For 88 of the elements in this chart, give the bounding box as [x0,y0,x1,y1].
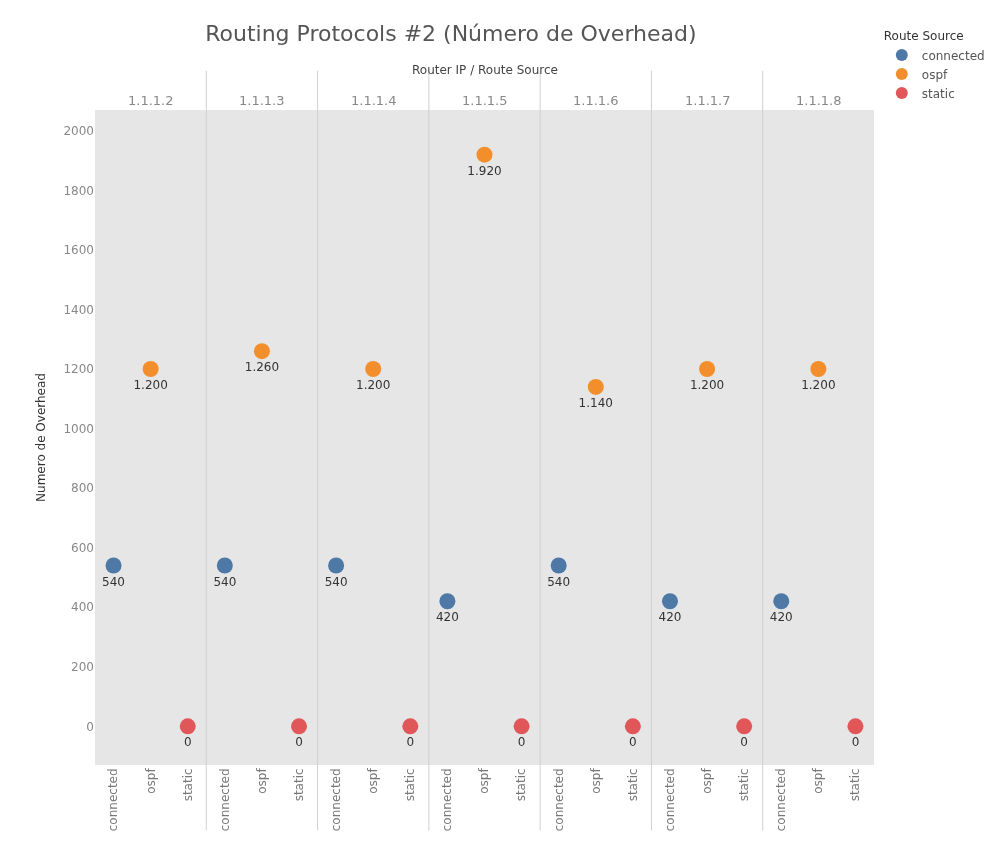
x-tick-label: static [291,768,306,802]
point [513,718,530,735]
data-label: 540 [324,574,348,589]
data-label: 1.200 [356,378,391,393]
y-tick-label: 1200 [63,362,94,377]
point [624,718,641,735]
point [365,361,382,378]
data-label: 1.920 [467,163,502,178]
text: 1.1.1.7 [685,93,731,108]
x-tick-label: ospf [143,767,158,794]
text: 1.1.1.5 [462,93,508,108]
x-tick-label: static [625,768,640,802]
y-tick-label: 1400 [63,302,94,317]
point [550,557,567,574]
x-axis-title: Router IP / Route Source [412,63,558,77]
data-label: 0 [629,735,637,750]
point [179,718,196,735]
text: 1.1.1.2 [128,93,174,108]
point [810,361,827,378]
data-label: 1.140 [578,395,613,410]
point [476,146,493,163]
x-tick-label: connected [217,768,232,832]
point [142,361,159,378]
data-label: 420 [435,610,459,625]
legend-label: static [921,86,955,101]
y-axis-title: Numero de Overhead [33,373,48,502]
point [847,718,864,735]
y-tick-label: 0 [86,719,94,734]
x-tick-label: static [514,768,529,802]
point [661,593,678,610]
text: 1.1.1.6 [573,93,619,108]
y-tick-label: 2000 [63,124,94,139]
point [328,557,345,574]
data-label: 540 [102,574,125,589]
y-tick-label: 1800 [63,183,94,198]
x-tick-label: ospf [477,767,492,794]
x-tick-label: ospf [699,767,714,794]
legend-label: connected [921,48,985,63]
x-tick-label: static [403,768,418,802]
data-label: 540 [213,574,237,589]
y-tick-label: 400 [71,600,94,615]
x-tick-label: static [848,768,863,802]
point [699,361,716,378]
data-label: 0 [183,735,192,750]
x-tick-label: static [180,768,195,802]
point [587,378,604,395]
y-tick-label: 1000 [63,421,94,436]
x-tick-label: connected [440,768,455,832]
data-label: 0 [740,735,748,750]
text: 1.1.1.4 [351,93,397,108]
y-tick-label: 200 [71,659,94,674]
x-tick-label: connected [551,768,566,832]
x-tick-label: connected [774,768,789,832]
x-tick-label: static [737,768,752,802]
data-label: 1.200 [133,378,168,393]
data-label: 0 [406,735,415,750]
point [736,718,753,735]
x-tick-label: ospf [254,767,269,794]
data-label: 1.200 [801,378,836,393]
data-label: 540 [547,574,571,589]
data-label: 420 [769,610,793,625]
point [402,718,419,735]
text: 1.1.1.3 [239,93,285,108]
data-label: 0 [851,735,860,750]
y-tick-label: 1600 [63,243,94,258]
chart-title: Routing Protocols #2 (Número de Overhead) [205,21,697,47]
data-label: 0 [517,735,526,750]
point [253,343,270,360]
y-tick-label: 600 [71,540,94,555]
point [773,593,790,610]
legend-label: ospf [921,67,948,82]
x-tick-label: ospf [366,767,381,794]
x-tick-label: connected [106,768,121,832]
point [291,718,308,735]
y-tick-label: 800 [71,481,94,496]
point [216,557,233,574]
legend-title: Route Source [883,29,964,44]
x-tick-label: connected [662,768,677,832]
point [439,593,456,610]
x-tick-label: ospf [588,767,603,794]
data-label: 0 [295,735,303,750]
data-label: 1.200 [689,378,725,393]
data-label: 420 [658,610,682,625]
x-tick-label: connected [329,768,344,832]
x-tick-label: ospf [811,767,826,794]
text: 1.1.1.8 [796,93,842,108]
data-label: 1.260 [244,360,280,375]
point [105,557,122,574]
